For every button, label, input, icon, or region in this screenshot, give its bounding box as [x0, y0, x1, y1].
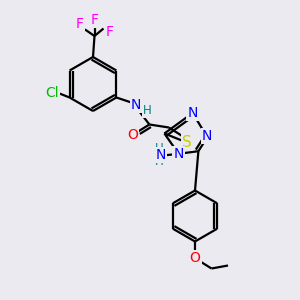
Text: O: O — [128, 128, 138, 142]
Text: H: H — [155, 155, 164, 168]
Text: N: N — [188, 106, 198, 120]
Text: F: F — [106, 25, 113, 38]
Text: F: F — [91, 13, 98, 26]
Text: S: S — [182, 135, 192, 150]
Text: N: N — [155, 148, 166, 162]
Text: O: O — [190, 251, 200, 265]
Text: H: H — [155, 142, 164, 155]
Text: N: N — [202, 129, 212, 143]
Text: Cl: Cl — [45, 86, 58, 100]
Text: F: F — [76, 17, 83, 31]
Text: N: N — [173, 147, 184, 161]
Text: H: H — [143, 104, 152, 117]
Text: N: N — [131, 98, 141, 112]
